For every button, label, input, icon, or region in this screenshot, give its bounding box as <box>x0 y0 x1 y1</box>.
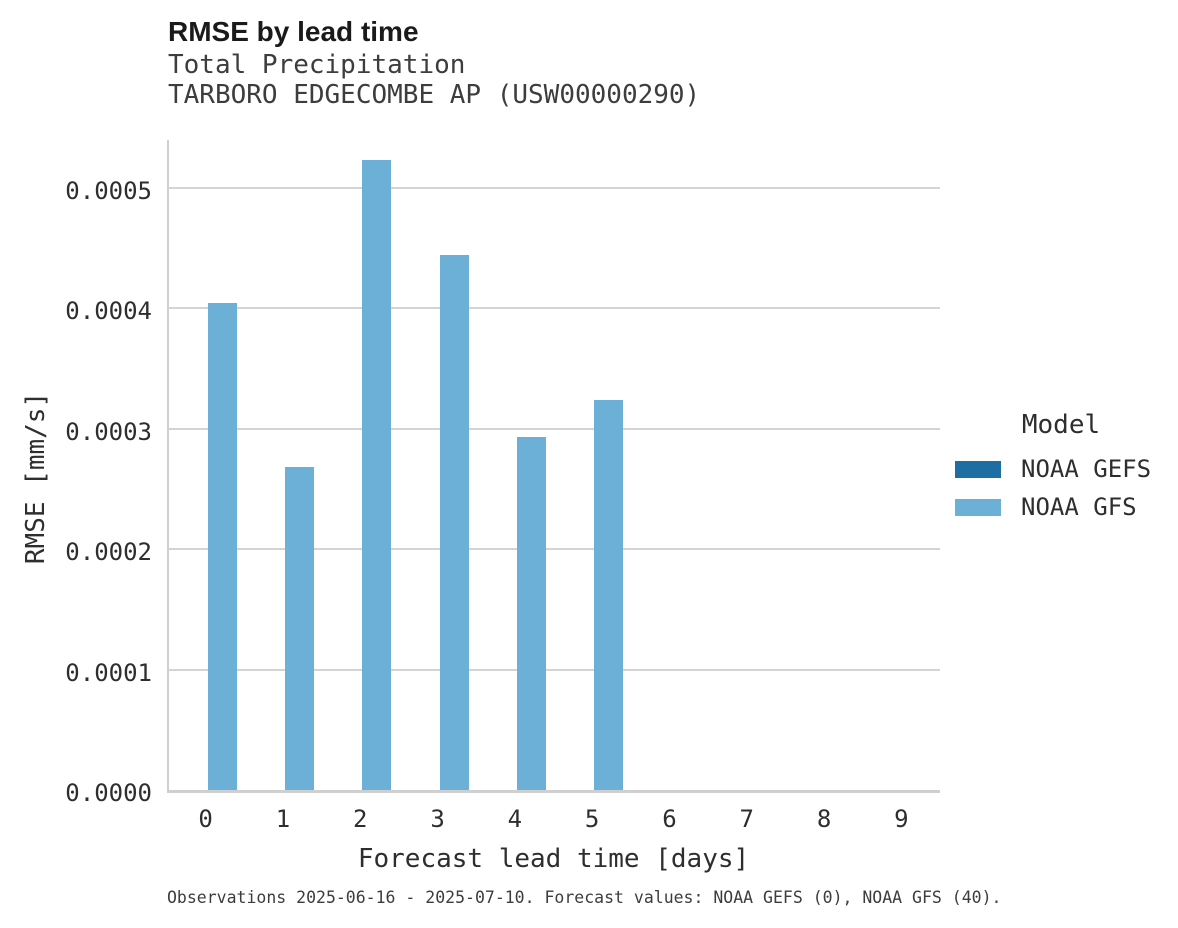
gridline <box>169 548 940 551</box>
legend-swatch-noaa-gefs-icon <box>955 460 1001 478</box>
y-tick-label: 0.0004 <box>65 297 152 326</box>
x-tick-label: 1 <box>275 805 291 833</box>
gridline <box>169 427 940 430</box>
gridline <box>169 186 940 189</box>
subtitle-line-2: TARBORO EDGECOMBE AP (USW00000290) <box>168 80 701 110</box>
x-tick-label: 0 <box>198 805 213 833</box>
gridline <box>169 307 940 310</box>
y-tick-label: 0.0001 <box>65 658 152 687</box>
gridline <box>169 668 940 671</box>
bar-noaa-gfs-lead-0 <box>207 303 237 790</box>
legend-item-noaa-gfs: NOAA GFS <box>955 488 1167 526</box>
subtitle-line-1: Total Precipitation <box>168 50 466 80</box>
caption: Observations 2025-06-16 - 2025-07-10. Fo… <box>167 888 1002 907</box>
x-tick-label: 5 <box>584 805 600 833</box>
y-tick-label: 0.0003 <box>65 417 152 446</box>
bar-noaa-gfs-lead-4 <box>516 437 546 790</box>
y-tick-label: 0.0002 <box>65 538 152 567</box>
page-title: RMSE by lead time <box>168 16 419 47</box>
bar-noaa-gfs-lead-5 <box>594 399 624 790</box>
bar-noaa-gfs-lead-1 <box>284 467 314 790</box>
y-tick-label: 0.0000 <box>65 779 152 807</box>
bar-noaa-gfs-lead-2 <box>362 159 392 790</box>
legend-item-noaa-gefs: NOAA GEFS <box>955 450 1167 488</box>
y-axis-title: RMSE [mm/s] <box>21 391 51 565</box>
legend-swatch-noaa-gfs-icon <box>955 498 1001 516</box>
legend-title: Model <box>1021 410 1101 440</box>
x-tick-label: 8 <box>816 805 832 833</box>
x-tick-label: 7 <box>739 805 754 833</box>
legend-label: NOAA GFS <box>1021 493 1137 521</box>
legend: Model NOAA GEFS NOAA GFS <box>955 410 1167 526</box>
x-tick-label: 3 <box>430 805 445 833</box>
chart-subtitle: Total Precipitation TARBORO EDGECOMBE AP… <box>168 50 700 110</box>
x-axis-title: Forecast lead time [days] <box>357 844 750 874</box>
x-tick-label: 9 <box>894 805 909 833</box>
plot-area <box>167 140 940 793</box>
bar-noaa-gfs-lead-3 <box>439 255 469 790</box>
x-tick-label: 4 <box>507 805 523 833</box>
legend-label: NOAA GEFS <box>1021 455 1152 483</box>
y-tick-label: 0.0005 <box>65 176 152 205</box>
x-tick-label: 2 <box>353 805 368 833</box>
x-tick-label: 6 <box>662 805 677 833</box>
